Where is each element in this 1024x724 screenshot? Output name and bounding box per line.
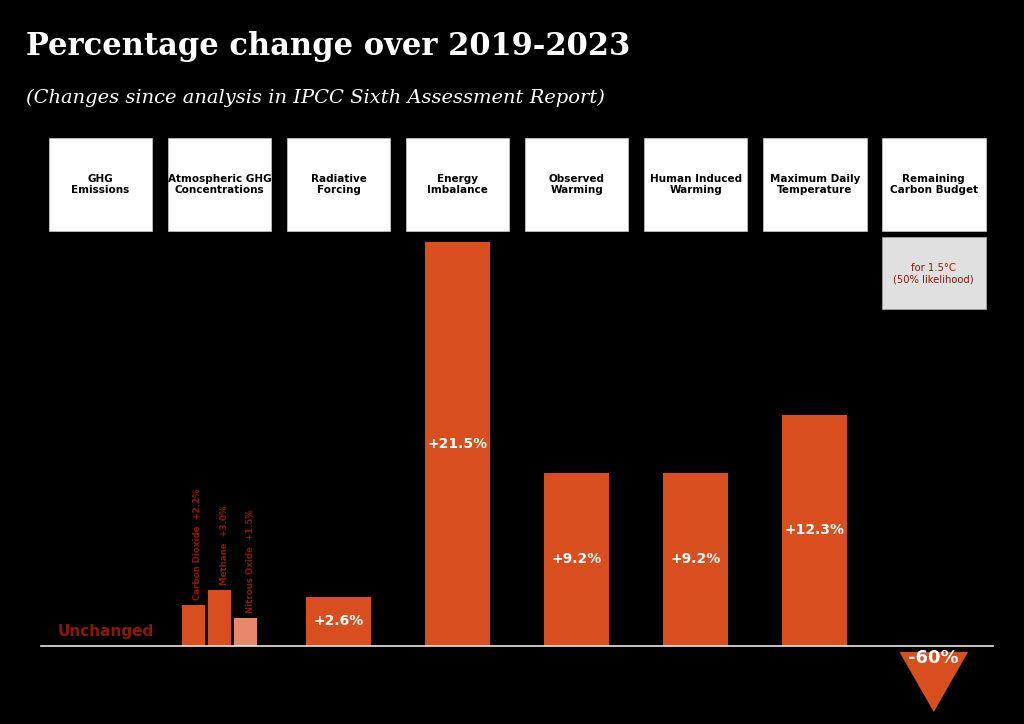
FancyBboxPatch shape [763, 138, 866, 231]
Text: +2.6%: +2.6% [313, 615, 364, 628]
FancyBboxPatch shape [406, 138, 509, 231]
Bar [182, 605, 205, 646]
Polygon shape [899, 652, 968, 712]
Text: Unchanged: Unchanged [57, 623, 154, 639]
Text: Methane  +3.0%: Methane +3.0% [219, 505, 228, 585]
Text: GHG
Emissions: GHG Emissions [72, 174, 130, 195]
Bar [544, 473, 609, 646]
Text: -60%: -60% [908, 649, 959, 667]
FancyBboxPatch shape [882, 237, 985, 309]
FancyBboxPatch shape [525, 138, 629, 231]
Text: +21.5%: +21.5% [428, 437, 487, 451]
Text: Human Induced
Warming: Human Induced Warming [649, 174, 741, 195]
Text: Nitrous Oxide  +1.5%: Nitrous Oxide +1.5% [246, 509, 255, 613]
Bar [234, 618, 257, 646]
Text: Atmospheric GHG
Concentrations: Atmospheric GHG Concentrations [168, 174, 271, 195]
Text: Radiative
Forcing: Radiative Forcing [310, 174, 367, 195]
FancyBboxPatch shape [287, 138, 390, 231]
Bar [306, 597, 372, 646]
Text: Percentage change over 2019-2023: Percentage change over 2019-2023 [26, 30, 630, 62]
Bar [782, 415, 848, 646]
Text: (Changes since analysis in IPCC Sixth Assessment Report): (Changes since analysis in IPCC Sixth As… [26, 88, 604, 107]
FancyBboxPatch shape [882, 138, 985, 231]
FancyBboxPatch shape [644, 138, 748, 231]
Bar [208, 589, 230, 646]
Text: Carbon Dioxide  +2.2%: Carbon Dioxide +2.2% [194, 488, 203, 599]
Text: for 1.5°C
(50% likelihood): for 1.5°C (50% likelihood) [894, 263, 974, 284]
Text: +9.2%: +9.2% [671, 552, 721, 566]
Text: Energy
Imbalance: Energy Imbalance [427, 174, 488, 195]
Bar [663, 473, 728, 646]
Text: +12.3%: +12.3% [784, 523, 845, 537]
Text: Observed
Warming: Observed Warming [549, 174, 604, 195]
Text: +9.2%: +9.2% [552, 552, 602, 566]
Bar [912, 652, 955, 664]
FancyBboxPatch shape [49, 138, 153, 231]
Text: Maximum Daily
Temperature: Maximum Daily Temperature [769, 174, 860, 195]
Text: Remaining
Carbon Budget: Remaining Carbon Budget [890, 174, 978, 195]
Bar [425, 242, 490, 646]
FancyBboxPatch shape [168, 138, 271, 231]
